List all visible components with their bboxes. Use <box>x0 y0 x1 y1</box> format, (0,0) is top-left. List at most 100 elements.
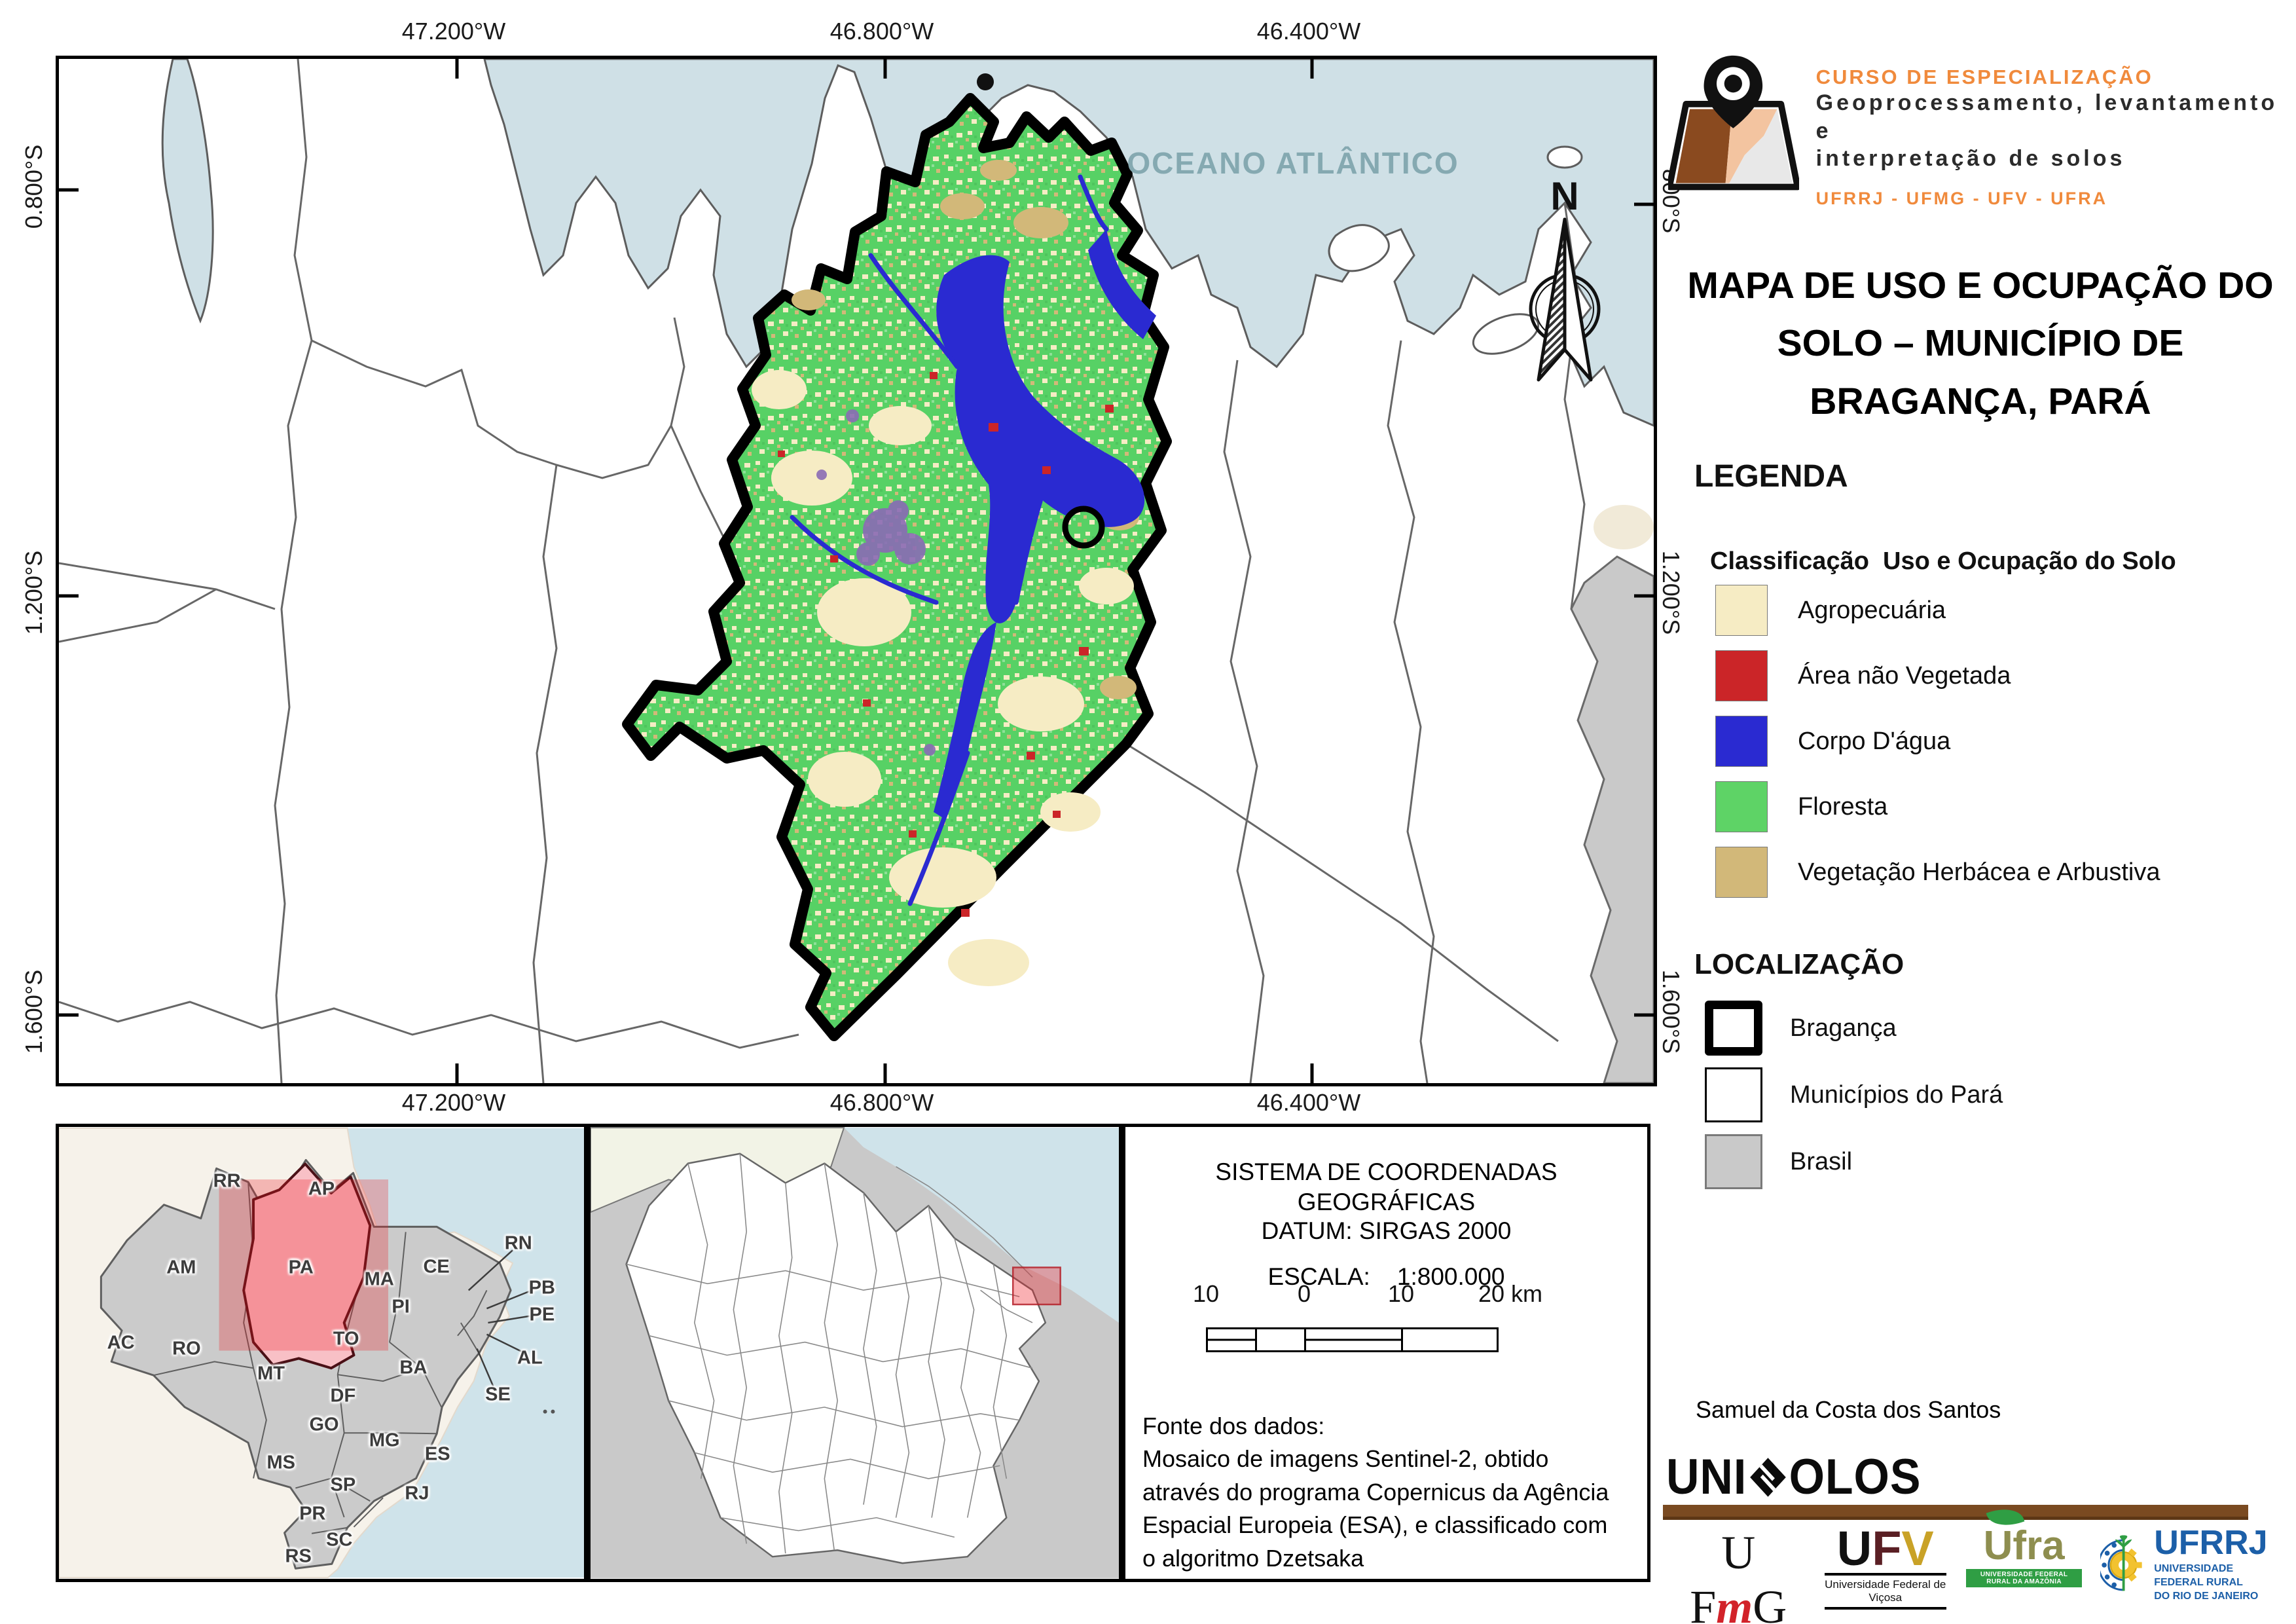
y-tick-left-1: 1.200°S <box>20 550 47 635</box>
state-label-pr: PR <box>299 1503 326 1524</box>
legend-swatch <box>1715 847 1768 898</box>
scale-label: ESCALA: <box>1267 1263 1370 1290</box>
state-label-df: DF <box>330 1385 356 1407</box>
fonte-line4: o algoritmo Dzetsaka <box>1142 1544 1364 1572</box>
fonte-line3: Espacial Europeia (ESA), e classificado … <box>1142 1511 1608 1539</box>
ufra-logo: Ufra UNIVERSIDADE FEDERAL RURAL DA AMAZÔ… <box>1966 1502 2083 1587</box>
state-label-ro: RO <box>172 1338 201 1359</box>
state-label-go: GO <box>309 1414 339 1435</box>
municipios-swatch <box>1705 1067 1762 1122</box>
state-label-rj: RJ <box>405 1483 429 1504</box>
scalebar-segment <box>1208 1329 1257 1350</box>
legend-label: Floresta <box>1798 792 1888 821</box>
loc-label: Brasil <box>1790 1147 1853 1175</box>
localizacao-heading: LOCALIZAÇÃO <box>1694 948 1904 980</box>
legend-label: Corpo D'água <box>1798 727 1951 755</box>
inlet-lake <box>161 59 214 324</box>
ufmg-logo: U FmG UNIVERSIDADE FEDERAL DE MINAS GERA… <box>1668 1526 1809 1624</box>
islet-dot <box>977 73 994 90</box>
estuary-island <box>1062 506 1105 549</box>
loc-item-brasil: Brasil <box>1705 1128 2281 1196</box>
unisolos-text-left: UNI <box>1666 1449 1747 1505</box>
legend-heading: LEGENDA <box>1694 459 1848 494</box>
scalebar-label-0: 10 <box>1192 1280 1220 1307</box>
y-tick-left-2: 1.600°S <box>20 969 47 1054</box>
unisolos-text-right: OLOS <box>1789 1449 1922 1505</box>
state-label-ac: AC <box>107 1332 135 1354</box>
island <box>1546 145 1583 169</box>
neighbour-state-gray <box>1570 555 1654 1083</box>
para-municipalities-inset <box>587 1124 1122 1582</box>
north-label: N <box>1550 174 1578 218</box>
course-universities: UFRRJ - UFMG - UFV - UFRA <box>1815 188 2108 208</box>
map-title-line2: SOLO – MUNICÍPIO DE <box>1777 322 2184 365</box>
author-name: Samuel da Costa dos Santos <box>1696 1396 2001 1423</box>
unisolos-logo: UNI OLOS <box>1666 1449 1921 1505</box>
legend-item-floresta: Floresta <box>1715 774 2291 840</box>
legend-swatch <box>1715 650 1768 701</box>
x-tick-top-0: 47.200°W <box>401 18 506 45</box>
brasil-swatch <box>1705 1134 1762 1189</box>
ufv-caption: Universidade Federal de Viçosa <box>1825 1578 1946 1604</box>
x-tick-bottom-2: 46.400°W <box>1256 1089 1361 1116</box>
state-label-sc: SC <box>326 1529 353 1551</box>
state-label-rs: RS <box>285 1545 312 1566</box>
atlantic-ocean <box>483 59 1654 427</box>
island <box>1328 224 1390 272</box>
scalebar <box>1206 1327 1499 1352</box>
legend-label: Agropecuária <box>1798 596 1946 624</box>
coord-system-line1: SISTEMA DE COORDENADAS <box>1215 1158 1558 1185</box>
brazil-inset-canvas <box>59 1127 584 1579</box>
course-logo-icon <box>1668 55 1799 191</box>
state-label-ms: MS <box>266 1452 295 1473</box>
state-label-ba: BA <box>399 1357 428 1378</box>
braganca-municipality <box>622 93 1172 1041</box>
fonte-line1: Mosaico de imagens Sentinel-2, obtido <box>1142 1445 1549 1473</box>
coord-system-line2: GEOGRÁFICAS <box>1297 1189 1476 1215</box>
x-tick-bottom-1: 46.800°W <box>829 1089 934 1116</box>
course-label: CURSO DE ESPECIALIZAÇÃO <box>1815 65 2153 88</box>
y-tick-right-1: 1.200°S <box>1658 550 1685 635</box>
state-label-pa: PA <box>288 1257 314 1278</box>
para-state-shape <box>625 1153 1047 1564</box>
coastal-flat <box>1594 505 1654 549</box>
ufrrj-emblem-icon <box>2100 1535 2142 1591</box>
ufrrj-name: UFRRJ <box>2154 1524 2268 1562</box>
agro-patches <box>752 370 1134 986</box>
state-borders <box>153 1182 488 1534</box>
classification-heading: Classificação Uso e Ocupação do Solo <box>1710 547 2176 575</box>
map-title-line3: BRAGANÇA, PARÁ <box>1810 380 2151 422</box>
map-title: MAPA DE USO E OCUPAÇÃO DO SOLO – MUNICÍP… <box>1676 257 2285 430</box>
loc-item-braganca: Bragança <box>1705 994 2281 1062</box>
estuary-water <box>934 229 1156 819</box>
university-logo-row: U FmG UNIVERSIDADE FEDERAL DE MINAS GERA… <box>1668 1502 2284 1624</box>
footer-divider-bar <box>1663 1505 2248 1520</box>
state-label-rr: RR <box>213 1170 241 1192</box>
scale-line: ESCALA: 1:800.000 <box>1125 1263 1647 1291</box>
legend-label: Área não Vegetada <box>1798 661 2011 690</box>
state-label-rn: RN <box>504 1232 532 1254</box>
legend-swatch <box>1715 585 1768 636</box>
ocean-label: OCEANO ATLÂNTICO <box>1127 146 1459 180</box>
ufmg-letters: U FmG <box>1690 1526 1787 1624</box>
legend-item-agropecuaria: Agropecuária <box>1715 578 2291 643</box>
y-tick-right-2: 1.600°S <box>1658 969 1685 1054</box>
graticule-ticks <box>59 59 1654 1083</box>
x-tick-top-2: 46.400°W <box>1256 18 1361 45</box>
para-state-highlight <box>242 1162 372 1370</box>
state-label-al: AL <box>517 1347 543 1369</box>
state-label-sp: SP <box>330 1474 356 1496</box>
loc-label: Municípios do Pará <box>1790 1080 2003 1109</box>
course-header: CURSO DE ESPECIALIZAÇÃO Geoprocessamento… <box>1668 51 2290 209</box>
state-label-es: ES <box>424 1443 450 1465</box>
brazil-state-labels: RR AP AM PA MA CE RN PB PE PI AC RO TO AL MT BA SE DF GO MG… <box>59 1127 584 1579</box>
legend-item-corpo-dagua: Corpo D'água <box>1715 709 2291 774</box>
state-label-am: AM <box>166 1257 196 1278</box>
label-leader-lines <box>467 1249 538 1387</box>
x-tick-bottom-0: 47.200°W <box>401 1089 506 1116</box>
state-label-se: SE <box>485 1384 511 1405</box>
braganca-boundary <box>622 93 1172 1041</box>
scalebar-segment <box>1306 1329 1403 1350</box>
state-label-pe: PE <box>529 1304 555 1325</box>
map-title-line1: MAPA DE USO E OCUPAÇÃO DO <box>1687 265 2274 306</box>
